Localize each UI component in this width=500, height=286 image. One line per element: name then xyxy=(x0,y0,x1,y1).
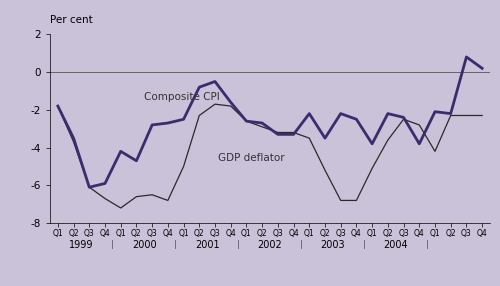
Text: GDP deflator: GDP deflator xyxy=(218,153,285,163)
Text: 2002: 2002 xyxy=(258,240,282,250)
Text: |: | xyxy=(363,240,366,249)
Text: 2000: 2000 xyxy=(132,240,156,250)
Text: Composite CPI: Composite CPI xyxy=(144,92,220,102)
Text: 1999: 1999 xyxy=(69,240,94,250)
Text: 2003: 2003 xyxy=(320,240,345,250)
Text: 2001: 2001 xyxy=(195,240,220,250)
Text: Per cent: Per cent xyxy=(50,15,93,25)
Text: |: | xyxy=(300,240,303,249)
Text: |: | xyxy=(237,240,240,249)
Text: |: | xyxy=(112,240,114,249)
Text: 2004: 2004 xyxy=(384,240,408,250)
Text: |: | xyxy=(174,240,177,249)
Text: |: | xyxy=(426,240,428,249)
